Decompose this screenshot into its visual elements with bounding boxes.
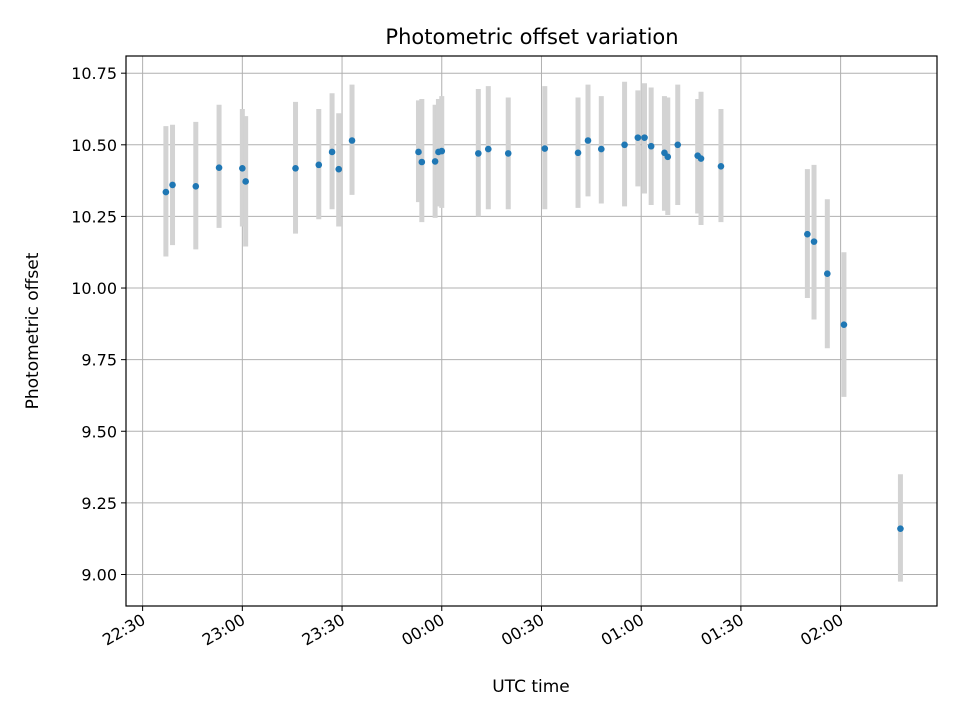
data-point [292,164,299,172]
data-point [621,141,628,149]
data-markers [162,134,904,532]
data-point [897,525,904,532]
data-point [647,142,655,150]
chart-title: Photometric offset variation [385,25,678,49]
y-tick-label: 9.50 [81,422,117,441]
data-point [484,145,492,153]
y-tick-label: 10.50 [71,136,117,155]
data-point [431,158,439,165]
y-tick-label: 9.00 [81,565,117,584]
y-tick-label: 10.00 [71,279,117,298]
data-point [597,145,605,153]
y-axis-ticks: 9.00 9.25 9.50 9.75 10.00 10.25 10.50 10.75 [71,64,126,584]
x-axis-label: UTC time [492,677,570,697]
data-point [328,148,336,156]
data-point [162,188,170,196]
data-point [242,178,249,185]
data-point [215,164,223,172]
y-tick-label: 9.75 [81,351,117,370]
data-point [804,230,811,238]
data-point [541,145,549,152]
data-point [169,181,176,189]
data-point [504,150,512,157]
y-tick-label: 10.75 [71,64,117,83]
plot-frame [125,55,938,607]
grid-lines [126,56,937,606]
data-point [418,158,426,166]
data-point [584,137,592,144]
y-tick-label: 10.25 [71,207,117,226]
data-point [641,134,648,141]
data-point [840,321,848,328]
data-point [239,164,246,172]
data-point [335,165,343,173]
y-tick-label: 9.25 [81,494,117,513]
data-point [192,183,200,190]
data-point [674,141,682,149]
data-point [824,270,831,278]
data-point [634,134,642,141]
data-point [574,149,582,157]
data-point [348,137,356,144]
data-point [697,155,705,162]
data-point [415,148,422,156]
data-point [717,162,725,170]
data-point [438,147,446,155]
data-point [475,150,482,157]
data-point [810,238,818,245]
data-point [664,153,672,161]
y-axis-label: Photometric offset [23,252,43,409]
data-point [315,161,323,169]
